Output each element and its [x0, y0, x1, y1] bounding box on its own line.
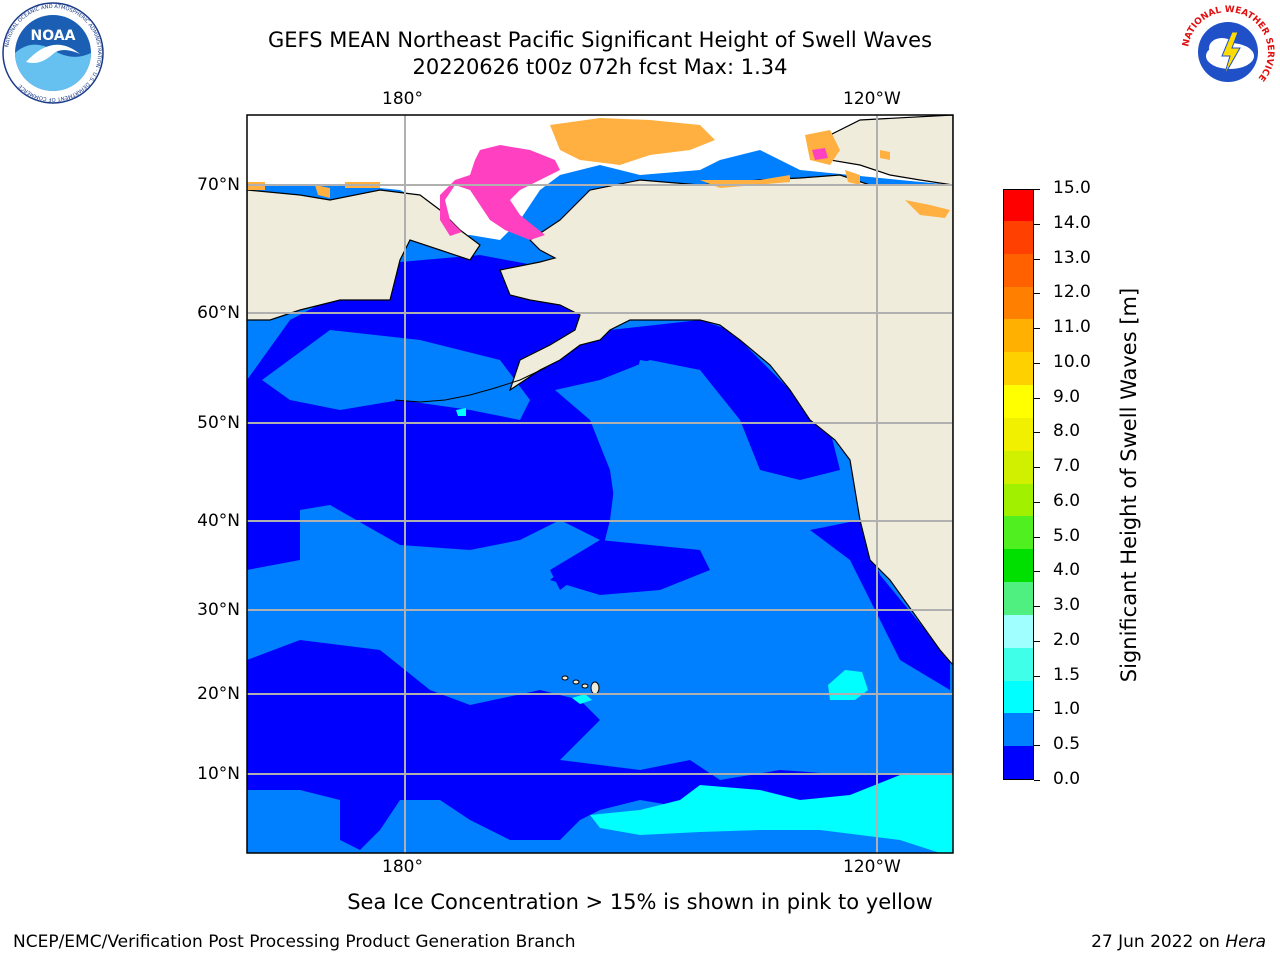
- lat-label-30n: 30°N: [197, 600, 240, 620]
- colorbar-segment: [1004, 614, 1033, 648]
- colorbar-segment: [1004, 581, 1033, 615]
- colorbar-tick-mark: [1034, 571, 1040, 573]
- lat-label-10n: 10°N: [197, 764, 240, 784]
- colorbar-title: Significant Height of Swell Waves [m]: [1117, 287, 1141, 683]
- colorbar-tick-label: 13.0: [1053, 247, 1091, 268]
- colorbar: [1003, 189, 1034, 780]
- sea-ice-note: Sea Ice Concentration > 15% is shown in …: [347, 890, 933, 914]
- colorbar-segment: [1004, 482, 1033, 517]
- colorbar-segment: [1004, 647, 1033, 681]
- colorbar-tick-mark: [1034, 293, 1040, 295]
- aleutian-islands: [394, 367, 546, 403]
- colorbar-segment: [1004, 548, 1033, 582]
- lat-label-50n: 50°N: [197, 413, 240, 433]
- colorbar-segment: [1004, 745, 1033, 779]
- swell-0-0.5-california: [810, 520, 950, 690]
- colorbar-segment: [1004, 679, 1033, 714]
- colorbar-tick-mark: [1034, 745, 1040, 747]
- colorbar-tick-label: 0.0: [1053, 769, 1081, 789]
- colorbar-tick-label: 8.0: [1053, 421, 1081, 442]
- swell-1.0-1.5-spot: [456, 408, 466, 416]
- map-plot-area: [247, 115, 953, 853]
- colorbar-tick-label: 3.0: [1053, 595, 1081, 616]
- noaa-logo: NOAA NATIONAL OCEANIC AND ATMOSPHERIC AD…: [2, 2, 104, 104]
- colorbar-segment: [1004, 384, 1033, 418]
- colorbar-tick-label: 6.0: [1053, 490, 1081, 511]
- colorbar-segment: [1004, 351, 1033, 385]
- colorbar-tick-label: 12.0: [1053, 282, 1091, 303]
- swell-0.5-1.0-gulf-patch: [555, 360, 720, 560]
- nws-logo: NATIONAL WEATHER SERVICE: [1180, 4, 1276, 100]
- footer-date: 27 Jun 2022 on Hera: [1091, 932, 1266, 952]
- bottom-lon-label-120w: 120°W: [843, 857, 901, 877]
- colorbar-tick-mark: [1034, 258, 1040, 260]
- lat-label-40n: 40°N: [197, 511, 240, 531]
- land-siberia: [247, 189, 481, 321]
- colorbar-tick-label: 1.0: [1053, 699, 1081, 720]
- colorbar-tick-mark: [1034, 710, 1040, 712]
- swell-0-0.5-midpacific: [550, 540, 710, 595]
- colorbar-segment: [1004, 318, 1033, 353]
- colorbar-tick-label: 1.5: [1053, 664, 1081, 685]
- graticule: [247, 115, 953, 853]
- colorbar-tick-mark: [1034, 223, 1040, 225]
- arctic-ice-free-area: [247, 115, 953, 240]
- colorbar-tick-label: 4.0: [1053, 560, 1081, 581]
- map-subtitle: 20220626 t00z 072h fcst Max: 1.34: [412, 55, 788, 79]
- colorbar-tick-mark: [1034, 780, 1040, 781]
- map-frame: [246, 114, 954, 854]
- colorbar-tick-mark: [1034, 362, 1040, 364]
- lat-label-20n: 20°N: [197, 684, 240, 704]
- colorbar-tick-mark: [1034, 397, 1040, 399]
- colorbar-segment: [1004, 515, 1033, 550]
- colorbar-tick-label: 9.0: [1053, 386, 1081, 407]
- colorbar-tick-mark: [1034, 432, 1040, 434]
- colorbar-tick-label: 11.0: [1053, 317, 1091, 338]
- lat-label-70n: 70°N: [197, 175, 240, 195]
- land-arctic-islands: [819, 115, 953, 186]
- colorbar-tick-mark: [1034, 467, 1040, 469]
- top-lon-label-120w: 120°W: [843, 89, 901, 109]
- swell-0.5-1.0-aleutian-patch: [262, 330, 530, 420]
- swell-1.0-1.5-blob: [828, 670, 868, 700]
- colorbar-segment: [1004, 220, 1033, 254]
- colorbar-tick-label: 14.0: [1053, 212, 1091, 233]
- swell-1.0-1.5-equatorial: [590, 775, 953, 853]
- land-north-america: [499, 174, 953, 666]
- colorbar-tick-label: 5.0: [1053, 525, 1081, 546]
- colorbar-tick-mark: [1034, 328, 1040, 330]
- noaa-logo-text: NOAA: [31, 28, 76, 44]
- colorbar-segment: [1004, 417, 1033, 451]
- colorbar-segment: [1004, 712, 1033, 747]
- colorbar-segment: [1004, 253, 1033, 287]
- colorbar-tick-mark: [1034, 536, 1040, 538]
- colorbar-tick-label: 0.5: [1053, 734, 1081, 755]
- colorbar-tick-mark: [1034, 640, 1040, 642]
- colorbar-segment: [1004, 285, 1033, 320]
- bottom-lon-label-180: 180°: [382, 857, 423, 877]
- colorbar-segment: [1004, 190, 1033, 221]
- colorbar-tick-label: 7.0: [1053, 456, 1081, 477]
- colorbar-segment: [1004, 450, 1033, 484]
- swell-1.0-1.5-hawaii: [572, 694, 592, 704]
- colorbar-tick-label: 10.0: [1053, 351, 1091, 372]
- colorbar-tick-mark: [1034, 606, 1040, 608]
- colorbar-tick-mark: [1034, 501, 1040, 503]
- footer-date-text: 27 Jun 2022 on: [1091, 932, 1220, 952]
- colorbar-tick-label: 2.0: [1053, 629, 1081, 650]
- top-lon-label-180: 180°: [382, 89, 423, 109]
- map-title: GEFS MEAN Northeast Pacific Significant …: [267, 28, 933, 52]
- lat-label-60n: 60°N: [197, 303, 240, 323]
- colorbar-tick-mark: [1034, 675, 1040, 677]
- footer-host: Hera: [1225, 932, 1266, 952]
- footer-credit: NCEP/EMC/Verification Post Processing Pr…: [13, 932, 576, 952]
- colorbar-tick-mark: [1034, 189, 1040, 190]
- colorbar-tick-label: 15.0: [1053, 178, 1091, 198]
